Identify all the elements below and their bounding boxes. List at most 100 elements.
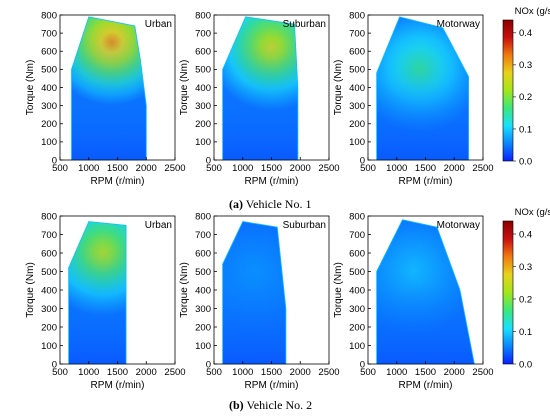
y-tick-label: 0 <box>360 359 365 370</box>
y-tick-label: 500 <box>41 267 57 278</box>
colorbar-tick-label: 0.0 <box>519 359 532 370</box>
colorbar-title: NOx (g/s) <box>515 207 550 218</box>
y-axis-label: Torque (Nm) <box>333 60 344 116</box>
y-axis-label: Torque (Nm) <box>179 262 190 318</box>
caption-a-label: (a) <box>229 197 243 211</box>
panel-v2-suburban: 500 1000 1500 2000 2500 0 100 200 300 400 500 600 70… <box>179 211 340 391</box>
y-tick-label: 800 <box>349 211 365 222</box>
heatmap-field <box>68 221 127 364</box>
y-tick-label: 400 <box>349 285 365 296</box>
colorbar-tick-label: 0.2 <box>519 294 532 305</box>
x-axis-label: RPM (r/min) <box>399 380 453 391</box>
y-tick-label: 800 <box>41 211 57 222</box>
colorbar-tick-label: 0.1 <box>519 327 532 338</box>
x-axis-label: RPM (r/min) <box>245 176 299 187</box>
y-tick-label: 0 <box>52 155 57 166</box>
x-tick-label: 2000 <box>290 367 311 378</box>
panel-v2-motorway: 500 1000 1500 2000 2500 0 100 200 300 400 500 600 70… <box>333 211 494 391</box>
heatmap-field <box>71 16 147 160</box>
y-tick-label: 700 <box>195 28 211 39</box>
y-tick-label: 100 <box>349 137 365 148</box>
y-tick-label: 200 <box>41 119 57 130</box>
heatmap-field <box>376 219 475 364</box>
y-tick-label: 800 <box>349 10 365 21</box>
y-tick-label: 100 <box>41 137 57 148</box>
y-tick-label: 200 <box>41 322 57 333</box>
y-tick-label: 700 <box>41 28 57 39</box>
panel-title: Motorway <box>437 19 480 30</box>
x-tick-label: 500 <box>52 163 68 174</box>
x-tick-label: 500 <box>360 163 376 174</box>
panel-v2-urban: 500 1000 1500 2000 2500 0 100 200 300 400 500 600 70… <box>25 211 186 391</box>
panel-title: Suburban <box>283 19 326 30</box>
x-tick-label: 2500 <box>164 367 185 378</box>
x-tick-label: 2000 <box>444 163 465 174</box>
y-tick-label: 300 <box>349 101 365 112</box>
y-tick-label: 600 <box>195 248 211 259</box>
y-tick-label: 300 <box>195 101 211 112</box>
y-tick-label: 800 <box>195 211 211 222</box>
x-axis-label: RPM (r/min) <box>91 380 145 391</box>
colorbar-tick-label: 0.2 <box>519 92 532 103</box>
colorbar-bottom: NOx (g/s) 0.4 0.3 0.2 0.1 0.0 <box>502 207 550 370</box>
x-tick-label: 1500 <box>107 163 128 174</box>
panel-v1-urban: 500 1000 1500 2000 2500 0 100 200 300 400 500 600 70… <box>25 10 186 187</box>
x-axis-label: RPM (r/min) <box>91 176 145 187</box>
caption-b-text: Vehicle No. 2 <box>246 398 312 412</box>
y-axis-label: Torque (Nm) <box>333 262 344 318</box>
colorbar-tick-label: 0.4 <box>519 28 532 39</box>
colorbar-tick-label: 0.1 <box>519 124 532 135</box>
caption-b-label: (b) <box>229 398 244 412</box>
heatmap-field <box>222 221 286 364</box>
x-tick-label: 2500 <box>164 163 185 174</box>
y-axis-label: Torque (Nm) <box>179 60 190 116</box>
y-tick-label: 400 <box>41 83 57 94</box>
x-tick-label: 500 <box>206 163 222 174</box>
x-tick-label: 1500 <box>415 163 436 174</box>
panel-v1-suburban: 500 1000 1500 2000 2500 0 100 200 300 400 500 600 70… <box>179 10 340 187</box>
x-tick-label: 1000 <box>78 367 99 378</box>
y-tick-label: 600 <box>195 47 211 58</box>
y-tick-label: 800 <box>195 10 211 21</box>
x-tick-label: 500 <box>360 367 376 378</box>
x-tick-label: 2500 <box>472 367 493 378</box>
x-tick-label: 1000 <box>386 163 407 174</box>
caption-a: (a) Vehicle No. 1 <box>229 197 311 211</box>
x-tick-label: 500 <box>206 367 222 378</box>
x-tick-label: 2000 <box>444 367 465 378</box>
x-tick-label: 500 <box>52 367 68 378</box>
y-tick-label: 200 <box>349 119 365 130</box>
y-tick-label: 600 <box>349 47 365 58</box>
x-tick-label: 1000 <box>386 367 407 378</box>
colorbar-tick-label: 0.0 <box>519 156 532 167</box>
y-tick-label: 500 <box>195 65 211 76</box>
operating-envelope <box>71 16 147 161</box>
colorbar-top: NOx (g/s) 0.4 0.3 0.2 0.1 0.0 <box>502 6 550 167</box>
y-tick-label: 400 <box>41 285 57 296</box>
y-tick-label: 200 <box>195 119 211 130</box>
panel-title: Urban <box>145 220 172 231</box>
y-tick-label: 800 <box>41 10 57 21</box>
y-tick-label: 300 <box>41 304 57 315</box>
x-tick-label: 1500 <box>415 367 436 378</box>
y-tick-label: 300 <box>41 101 57 112</box>
y-axis-label: Torque (Nm) <box>25 262 36 318</box>
y-tick-label: 700 <box>349 230 365 241</box>
x-tick-label: 1000 <box>232 367 253 378</box>
heatmap-field <box>376 16 469 160</box>
x-tick-label: 1500 <box>261 367 282 378</box>
y-tick-label: 100 <box>195 341 211 352</box>
y-tick-label: 300 <box>195 304 211 315</box>
y-tick-label: 400 <box>195 285 211 296</box>
caption-b: (b) Vehicle No. 2 <box>229 398 312 412</box>
y-tick-label: 600 <box>349 248 365 259</box>
x-axis-label: RPM (r/min) <box>399 176 453 187</box>
panel-title: Motorway <box>437 220 480 231</box>
heatmap-field <box>222 16 298 160</box>
y-tick-label: 200 <box>349 322 365 333</box>
colorbar-gradient <box>502 220 514 365</box>
panel-v1-motorway: 500 1000 1500 2000 2500 0 100 200 300 400 500 600 70… <box>333 10 494 187</box>
y-tick-label: 0 <box>52 359 57 370</box>
y-tick-label: 500 <box>349 267 365 278</box>
